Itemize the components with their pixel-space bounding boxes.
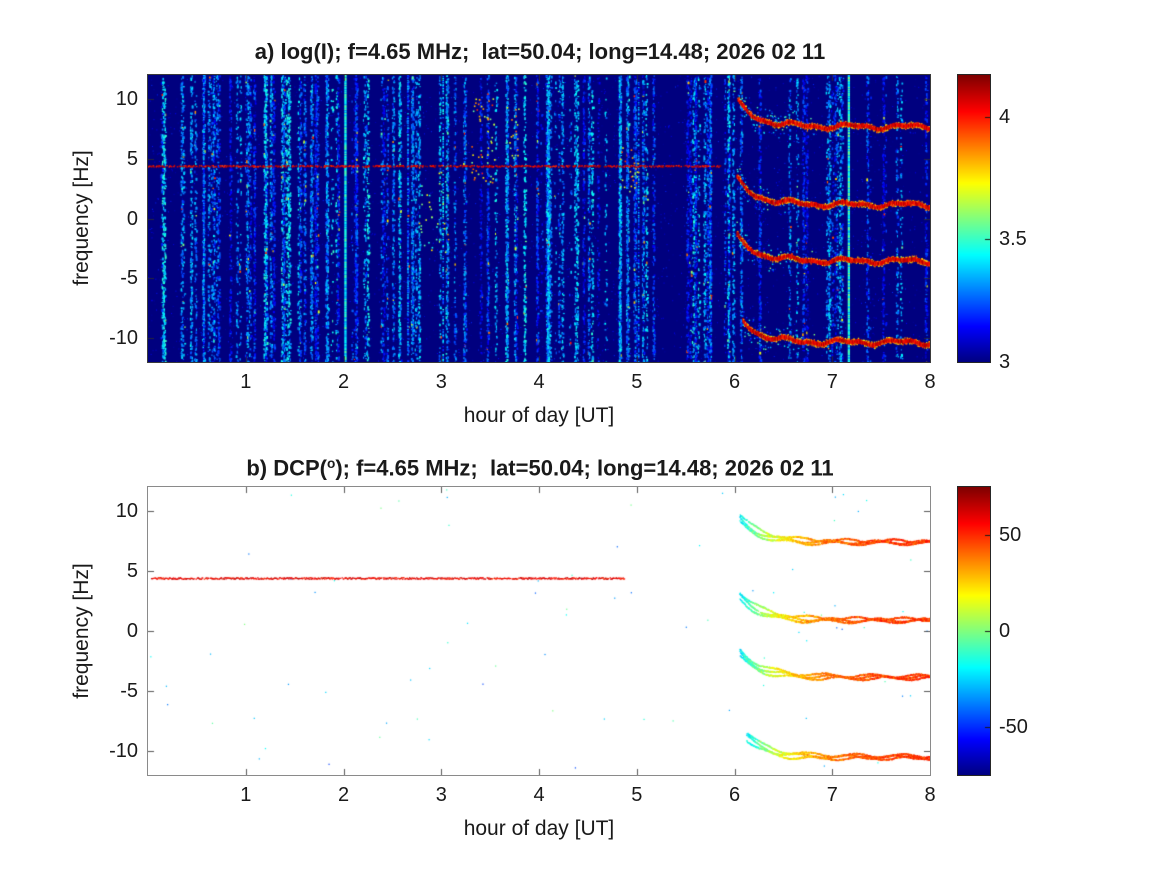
x-tick-label: 2 xyxy=(337,371,350,393)
x-tick-label: 2 xyxy=(337,784,350,806)
y-tick-label: -5 xyxy=(120,267,138,290)
colorbar-tick-label: 50 xyxy=(999,524,1022,546)
y-tick-label: 5 xyxy=(126,147,138,170)
x-tick-label: 7 xyxy=(826,784,838,806)
x-tick-label: 4 xyxy=(533,784,545,806)
colorbar-tick-label: -50 xyxy=(999,716,1028,738)
x-tick-label: 8 xyxy=(924,371,936,393)
x-tick-label: 5 xyxy=(631,371,643,393)
x-tick-label: 6 xyxy=(728,371,741,393)
y-tick-label: 10 xyxy=(115,87,138,110)
panel-a-title: a) log(I); f=4.65 MHz; lat=50.04; long=1… xyxy=(254,39,826,64)
colorbar-tick-label: 4 xyxy=(999,105,1011,128)
y-tick-label: 5 xyxy=(126,560,138,582)
colorbar-tick-label: 3 xyxy=(999,351,1011,373)
colorbar-a xyxy=(957,74,991,363)
x-tick-label: 1 xyxy=(240,371,252,393)
panel-a-xlabel: hour of day [UT] xyxy=(463,404,615,427)
x-tick-label: 3 xyxy=(435,371,447,393)
x-tick-label: 5 xyxy=(631,784,643,806)
colorbar-tick-label: 3.5 xyxy=(999,228,1027,251)
panel-b-title: b) DCP(o); f=4.65 MHz; lat=50.04; long=1… xyxy=(120,452,960,481)
dcp-phase-canvas xyxy=(147,486,931,776)
colorbar-tick-label: 0 xyxy=(999,620,1011,642)
y-tick-label: -10 xyxy=(109,327,138,350)
x-tick-label: 3 xyxy=(435,784,447,806)
y-tick-label: -5 xyxy=(120,680,138,702)
panel-b-title-superscript: o xyxy=(327,456,336,471)
y-tick-label: 0 xyxy=(126,207,138,230)
y-tick-label: 0 xyxy=(126,620,138,642)
spectrogram-intensity-canvas xyxy=(147,74,931,363)
x-tick-label: 6 xyxy=(728,784,741,806)
y-tick-label: -10 xyxy=(109,740,138,762)
x-tick-label: 1 xyxy=(240,784,252,806)
panel-b-title-prefix: b) DCP( xyxy=(246,455,327,481)
x-tick-label: 7 xyxy=(826,371,838,393)
panel-b-xlabel: hour of day [UT] xyxy=(463,817,615,840)
x-tick-label: 4 xyxy=(533,371,545,393)
panel-b-title-suffix: ); f=4.65 MHz; lat=50.04; long=14.48; 20… xyxy=(335,455,834,481)
colorbar-b xyxy=(957,486,991,776)
y-tick-label: 10 xyxy=(115,500,138,522)
x-tick-label: 8 xyxy=(924,784,936,806)
